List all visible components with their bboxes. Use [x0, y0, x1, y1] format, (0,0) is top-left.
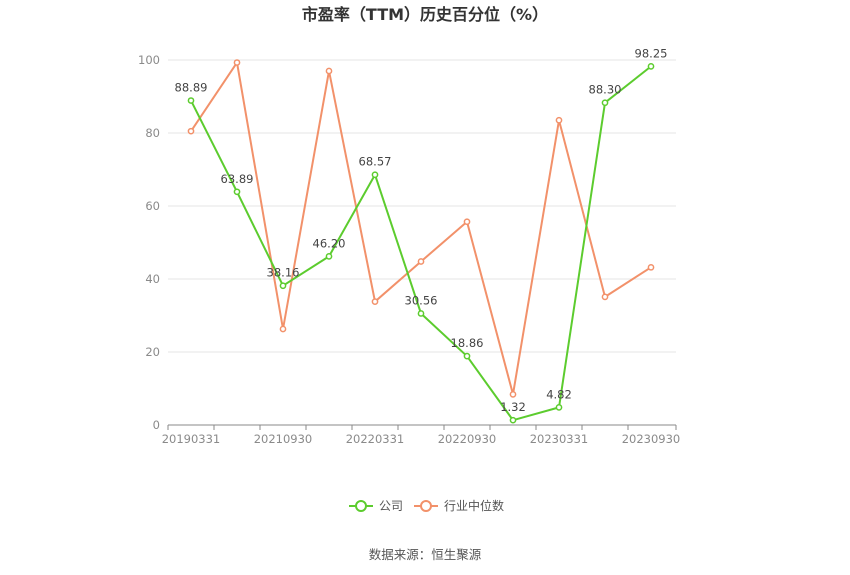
data-point [555, 116, 563, 124]
data-point [325, 253, 333, 260]
x-tick-label: 20230930 [622, 432, 681, 446]
data-label: 88.30 [589, 83, 622, 97]
data-point [463, 352, 471, 360]
y-tick-label: 60 [145, 199, 160, 213]
y-axis: 0 20 40 60 80 100 [138, 53, 160, 432]
y-tick-label: 20 [145, 345, 160, 359]
data-point [371, 298, 379, 305]
chart-title: 市盈率（TTM）历史百分位（%） [302, 5, 548, 24]
legend: 公司 行业中位数 [349, 498, 504, 513]
data-point [647, 263, 655, 271]
data-label: 38.16 [267, 266, 300, 280]
x-axis: 20190331 20210930 20220331 20220930 20230331… [162, 424, 681, 446]
y-tick-label: 0 [153, 418, 160, 432]
data-point [601, 99, 609, 107]
data-point [601, 293, 609, 301]
series-lines [190, 61, 652, 422]
data-label: 1.32 [500, 400, 526, 414]
y-tick-label: 40 [145, 272, 160, 286]
data-label: 68.57 [359, 155, 392, 169]
legend-label: 行业中位数 [444, 498, 504, 513]
series-line-0 [190, 65, 652, 422]
series-line-1 [190, 61, 652, 396]
data-labels: 88.89 63.89 38.16 46.20 68.57 30.56 18.86 1.32 4… [175, 46, 668, 414]
y-tick-label: 100 [138, 53, 160, 67]
legend-item-0: 公司 [349, 499, 403, 513]
data-label: 88.89 [175, 81, 208, 95]
grid-lines [168, 59, 676, 353]
legend-swatch-marker [355, 500, 367, 512]
data-point [509, 416, 517, 424]
x-tick-label: 20210930 [254, 432, 313, 446]
x-tick-label: 20230331 [530, 432, 589, 446]
data-label: 46.20 [313, 236, 346, 250]
data-point [279, 282, 287, 290]
source-note: 数据来源：恒生聚源 [369, 547, 482, 562]
data-point [463, 218, 471, 226]
data-label: 63.89 [221, 172, 254, 186]
legend-item-1: 行业中位数 [414, 498, 504, 513]
legend-label: 公司 [379, 499, 403, 513]
series-points [187, 59, 655, 424]
data-point [233, 59, 241, 66]
data-point [279, 325, 287, 333]
data-point [187, 97, 195, 104]
x-tick-label: 20190331 [162, 432, 221, 446]
data-label: 98.25 [635, 46, 668, 60]
data-point [187, 127, 195, 135]
data-label: 18.86 [451, 336, 484, 350]
data-point [325, 67, 333, 75]
data-point [417, 258, 425, 265]
data-label: 4.82 [546, 387, 572, 401]
data-point [647, 63, 655, 70]
y-tick-label: 80 [145, 126, 160, 140]
data-point [417, 310, 425, 317]
data-point [509, 390, 517, 398]
data-point [555, 404, 563, 411]
x-tick-label: 20220331 [346, 432, 405, 446]
legend-swatch-marker [420, 500, 432, 512]
data-label: 30.56 [405, 293, 438, 307]
data-point [371, 171, 379, 179]
data-point [233, 188, 241, 196]
x-tick-label: 20220930 [438, 432, 497, 446]
